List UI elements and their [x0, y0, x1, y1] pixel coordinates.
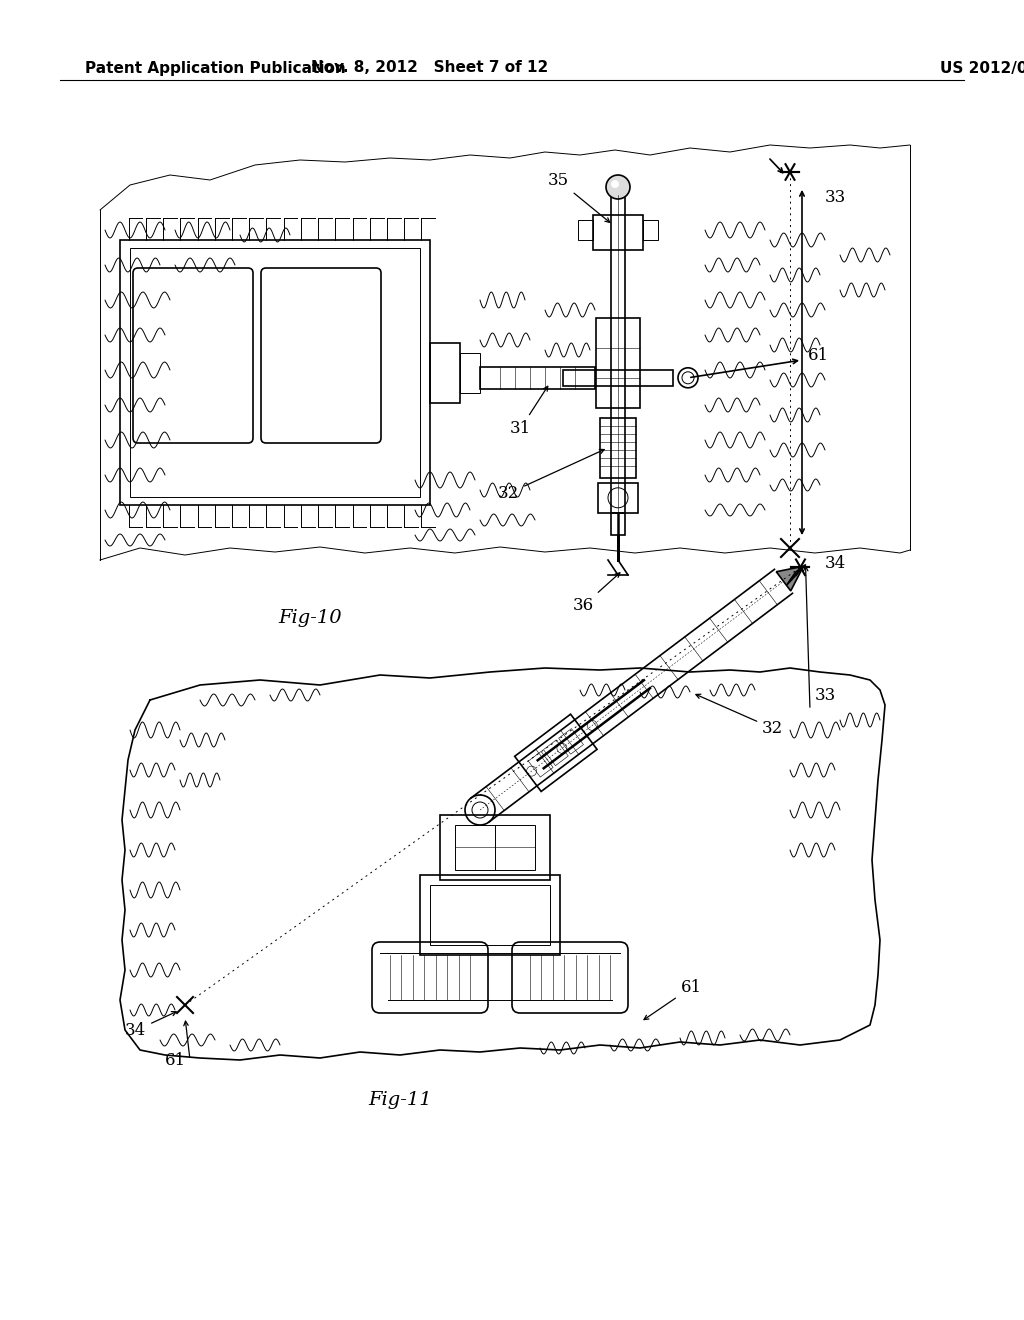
- Text: 31: 31: [510, 387, 548, 437]
- Text: 61: 61: [808, 347, 829, 364]
- Text: 61: 61: [165, 1052, 186, 1069]
- Text: 36: 36: [573, 573, 620, 614]
- Polygon shape: [776, 566, 804, 591]
- Text: 33: 33: [815, 686, 837, 704]
- Text: 34: 34: [825, 554, 846, 572]
- Text: 35: 35: [548, 172, 609, 222]
- Bar: [563, 370, 673, 385]
- Bar: [598, 483, 638, 512]
- Bar: [596, 318, 640, 408]
- Bar: [600, 418, 636, 478]
- Text: Nov. 8, 2012   Sheet 7 of 12: Nov. 8, 2012 Sheet 7 of 12: [311, 61, 549, 75]
- Bar: [578, 220, 593, 240]
- Text: Fig-10: Fig-10: [279, 609, 342, 627]
- Bar: [643, 220, 658, 240]
- Bar: [593, 215, 643, 249]
- Text: 61: 61: [644, 979, 701, 1019]
- Text: US 2012/0279782 A1: US 2012/0279782 A1: [940, 61, 1024, 75]
- Circle shape: [606, 176, 630, 199]
- Bar: [120, 240, 430, 506]
- Bar: [460, 352, 480, 392]
- Text: 33: 33: [825, 189, 846, 206]
- Circle shape: [611, 180, 618, 187]
- Text: Fig-11: Fig-11: [369, 1092, 432, 1109]
- Bar: [440, 814, 550, 880]
- Bar: [455, 825, 535, 870]
- Bar: [420, 875, 560, 954]
- Polygon shape: [786, 565, 806, 585]
- Bar: [430, 884, 550, 945]
- Bar: [130, 248, 420, 498]
- Text: Patent Application Publication: Patent Application Publication: [85, 61, 346, 75]
- Text: 32: 32: [498, 449, 604, 502]
- Text: 32: 32: [696, 694, 783, 737]
- Bar: [430, 342, 460, 403]
- Bar: [611, 195, 625, 535]
- Bar: [480, 367, 595, 389]
- Text: 34: 34: [125, 1011, 176, 1039]
